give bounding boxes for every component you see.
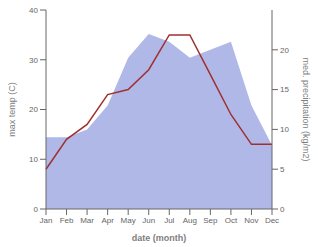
svg-text:max temp (C): max temp (C) [8, 82, 17, 137]
svg-text:Aug: Aug [183, 216, 197, 225]
svg-text:Sep: Sep [203, 216, 218, 225]
svg-text:20: 20 [280, 46, 289, 55]
svg-text:30: 30 [29, 56, 38, 65]
svg-text:Mar: Mar [80, 216, 94, 225]
svg-text:10: 10 [280, 125, 289, 134]
svg-text:Apr: Apr [101, 216, 114, 225]
svg-text:0: 0 [34, 205, 39, 214]
svg-text:Oct: Oct [225, 216, 238, 225]
svg-text:Dec: Dec [265, 216, 279, 225]
svg-text:15: 15 [280, 85, 289, 94]
svg-text:Feb: Feb [60, 216, 74, 225]
svg-text:Jan: Jan [40, 216, 53, 225]
svg-text:40: 40 [29, 6, 38, 15]
svg-text:10: 10 [29, 155, 38, 164]
svg-text:5: 5 [280, 165, 285, 174]
svg-text:May: May [121, 216, 136, 225]
svg-text:date (month): date (month) [132, 233, 187, 243]
svg-text:Jul: Jul [164, 216, 174, 225]
svg-text:med. precipitation (kg/m2): med. precipitation (kg/m2) [301, 57, 310, 161]
svg-text:Jun: Jun [142, 216, 155, 225]
svg-text:0: 0 [280, 205, 285, 214]
svg-text:Nov: Nov [244, 216, 258, 225]
svg-text:20: 20 [29, 105, 38, 114]
